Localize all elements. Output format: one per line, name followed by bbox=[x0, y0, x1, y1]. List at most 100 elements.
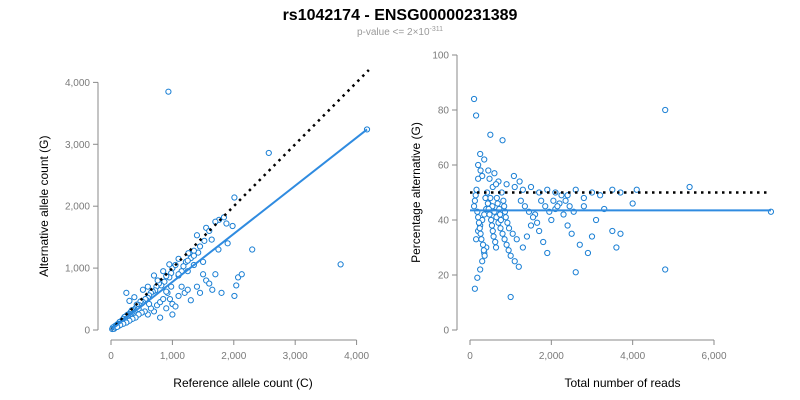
left-data-point bbox=[184, 257, 191, 264]
right-data-point bbox=[470, 203, 478, 210]
right-data-point bbox=[487, 131, 494, 138]
right-data-point bbox=[486, 211, 493, 218]
right-data-point bbox=[609, 227, 616, 235]
right-data-point bbox=[492, 181, 500, 188]
right-data-point bbox=[492, 238, 499, 246]
right-data-point bbox=[534, 219, 541, 226]
left-x-tick-label: 3,000 bbox=[283, 351, 308, 362]
right-data-point bbox=[564, 192, 571, 199]
left-x-tick-label: 0 bbox=[108, 351, 114, 362]
right-data-point bbox=[488, 216, 495, 224]
left-data-point bbox=[249, 246, 256, 253]
right-data-point bbox=[484, 200, 491, 207]
right-data-point bbox=[475, 214, 482, 221]
subtitle-prefix: p-value <= 2×10 bbox=[357, 27, 430, 38]
right-data-point bbox=[519, 244, 526, 251]
right-data-point bbox=[490, 233, 497, 240]
right-data-point bbox=[572, 269, 579, 276]
right-data-point bbox=[499, 137, 506, 144]
left-data-point bbox=[187, 297, 194, 304]
right-data-point bbox=[489, 227, 496, 235]
left-data-point bbox=[175, 292, 182, 300]
right-data-point bbox=[568, 230, 575, 237]
left-fit-line bbox=[110, 128, 368, 331]
left-x-tick-label: 4,000 bbox=[344, 351, 369, 362]
right-y-tick-label: 40 bbox=[438, 216, 450, 227]
right-data-point bbox=[562, 197, 569, 204]
left-data-point bbox=[208, 236, 215, 243]
right-data-point bbox=[476, 225, 483, 232]
left-data-point bbox=[163, 288, 170, 295]
right-data-point bbox=[479, 172, 486, 180]
right-data-point bbox=[479, 241, 487, 248]
right-data-point bbox=[500, 197, 507, 204]
left-data-point bbox=[265, 149, 272, 157]
right-data-point bbox=[502, 214, 509, 221]
left-data-point bbox=[160, 268, 167, 275]
left-data-point bbox=[206, 280, 213, 287]
left-data-point bbox=[193, 283, 201, 290]
right-data-point bbox=[492, 244, 500, 251]
right-data-point bbox=[473, 186, 480, 193]
right-data-point bbox=[494, 200, 501, 207]
right-data-point bbox=[580, 203, 587, 210]
right-data-point bbox=[629, 200, 636, 207]
right-x-tick-label: 6,000 bbox=[701, 351, 726, 362]
right-data-point bbox=[686, 183, 693, 191]
right-data-point bbox=[580, 194, 587, 202]
left-y-tick-label: 4,000 bbox=[65, 78, 90, 89]
left-data-point bbox=[218, 289, 225, 296]
left-data-point bbox=[169, 311, 176, 318]
right-y-tick-label: 100 bbox=[432, 51, 449, 62]
left-data-point bbox=[154, 277, 161, 284]
left-data-point bbox=[166, 295, 174, 303]
left-data-point bbox=[196, 289, 204, 296]
right-y-axis-label: Percentage alternative (G) bbox=[409, 122, 423, 263]
left-data-point bbox=[229, 222, 236, 230]
right-data-point bbox=[662, 106, 669, 114]
right-data-point bbox=[474, 274, 481, 281]
left-data-point bbox=[209, 286, 216, 293]
right-data-point bbox=[584, 249, 592, 257]
right-data-point bbox=[475, 175, 482, 182]
right-data-point bbox=[496, 211, 504, 218]
right-y-tick-label: 60 bbox=[438, 161, 450, 172]
left-data-point bbox=[190, 247, 197, 254]
right-data-point bbox=[478, 236, 485, 243]
right-data-point bbox=[477, 150, 484, 158]
right-data-point bbox=[475, 161, 482, 169]
right-data-point bbox=[501, 203, 508, 210]
left-x-tick-label: 1,000 bbox=[160, 351, 185, 362]
left-data-point bbox=[199, 271, 207, 278]
right-data-point bbox=[505, 247, 512, 254]
right-data-point bbox=[473, 236, 480, 243]
left-data-point bbox=[126, 297, 133, 305]
right-data-point bbox=[662, 266, 669, 273]
right-data-point bbox=[548, 216, 555, 224]
left-data-point bbox=[166, 261, 173, 268]
right-data-point bbox=[511, 258, 518, 265]
right-data-point bbox=[613, 244, 620, 251]
right-data-point bbox=[592, 216, 600, 224]
right-data-point bbox=[471, 285, 478, 292]
left-data-point bbox=[178, 283, 185, 290]
subtitle-exponent: -311 bbox=[430, 26, 444, 33]
left-data-point bbox=[123, 289, 130, 296]
right-data-point bbox=[566, 203, 573, 210]
right-data-point bbox=[477, 266, 484, 273]
right-data-point bbox=[560, 211, 567, 218]
left-reference-line bbox=[110, 69, 370, 331]
left-data-point bbox=[337, 261, 344, 268]
left-y-tick-label: 1,000 bbox=[65, 264, 90, 275]
left-y-axis-label: Alternative allele count (G) bbox=[37, 135, 51, 276]
right-data-point bbox=[633, 186, 640, 193]
left-data-point bbox=[199, 258, 207, 266]
right-data-point bbox=[488, 222, 496, 229]
right-data-point bbox=[486, 175, 493, 182]
right-data-point bbox=[540, 238, 547, 246]
right-data-point bbox=[507, 293, 514, 301]
right-data-point bbox=[510, 172, 518, 180]
right-data-point bbox=[499, 230, 506, 237]
right-y-tick-label: 20 bbox=[438, 271, 450, 282]
